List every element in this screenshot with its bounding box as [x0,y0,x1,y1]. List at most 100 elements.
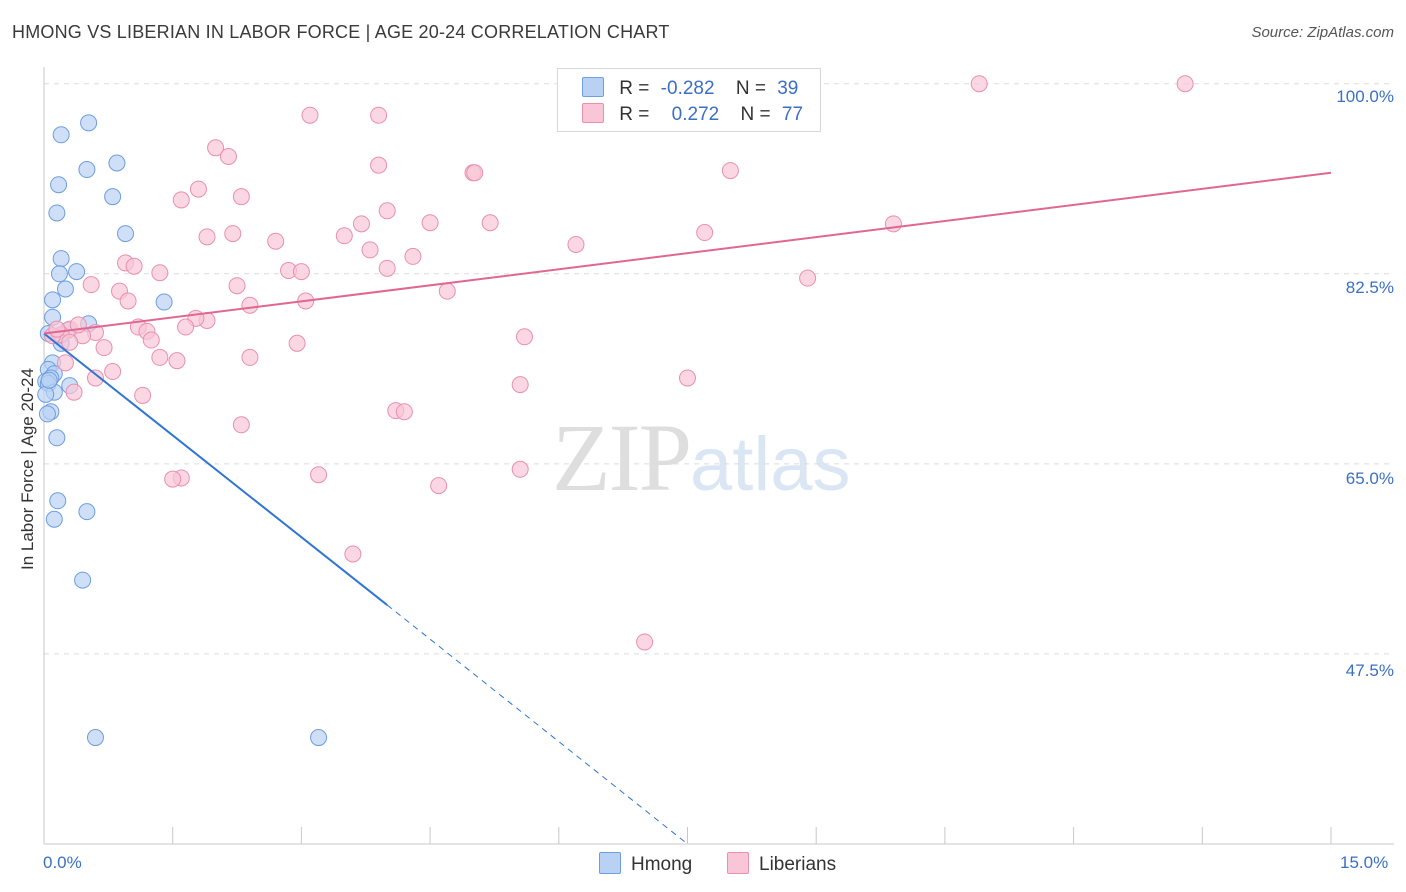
liberians-point [292,263,310,281]
liberians-point [567,235,585,253]
liberians-point [511,460,529,478]
hmong-point [40,371,58,389]
liberians-point [232,416,250,434]
liberians-point [361,241,379,259]
liberians-swatch [582,103,604,123]
liberians-point [86,369,104,387]
liberians-point [241,348,259,366]
legend-n-value: 39 [777,78,799,99]
hmong-point [56,280,74,298]
liberians-legend-label: Liberians [759,854,837,875]
y-tick-label: 82.5% [1345,278,1394,297]
hmong-legend-swatch [599,852,621,874]
liberians-point [177,318,195,336]
hmong-point [310,729,328,747]
liberians-point [430,477,448,495]
liberians-point [189,180,207,198]
liberians-point [151,348,169,366]
hmong-point [48,204,66,222]
liberians-point [970,75,988,93]
liberians-point [267,232,285,250]
zipatlas-watermark: ZIPatlas [552,402,851,513]
liberians-point [301,106,319,124]
legend-r-value: 0.272 [671,104,720,125]
liberians-point [352,215,370,233]
liberians-point [48,320,66,338]
hmong-point [52,126,70,144]
hmong-point [117,225,135,243]
legend-n-label: N = [740,104,771,125]
liberians-point [232,188,250,206]
legend-n-value: 77 [781,104,804,125]
liberians-point [224,225,242,243]
liberians-point [310,466,328,484]
liberians-point [335,227,353,245]
liberians-point [288,334,306,352]
liberians-point [119,292,137,310]
y-tick-label: 65.0% [1345,469,1394,488]
liberians-point [395,403,413,421]
liberians-point [61,333,79,351]
liberians-point [207,139,225,157]
liberians-point [378,259,396,277]
liberians-point [370,106,388,124]
liberians-point [679,369,696,387]
hmong-point [50,176,68,194]
liberians-point [228,277,246,295]
watermark-zip: ZIP [552,404,692,511]
liberians-point [799,269,817,287]
liberians-legend-swatch [727,852,749,874]
liberians-point [134,386,152,404]
liberians-point [511,376,529,394]
y-axis-label: In Labor Force | Age 20-24 [18,368,37,570]
liberians-point [438,282,456,300]
hmong-point [45,510,63,528]
hmong-point [44,291,62,309]
liberians-point [370,156,388,174]
hmong-point [38,405,56,423]
liberians-point [1176,75,1194,93]
liberians-point [168,352,186,370]
liberians-point [378,202,396,220]
liberians-point [241,296,259,314]
liberians-point [172,191,190,209]
hmong-point [86,729,104,747]
liberians-point [636,633,654,651]
liberians-point [884,215,902,233]
hmong-point [78,503,96,521]
legend-row-liberians: R = 0.272 N = 77 [582,103,803,127]
x-tick-label-max: 15.0% [1340,853,1389,872]
liberians-point [515,328,533,346]
hmong-point [50,265,68,283]
correlation-legend: R = -0.282 N = 39 R = 0.272 N = 77 [557,68,821,132]
liberians-point [151,264,169,282]
hmong-point [78,161,96,179]
liberians-point [481,214,499,232]
hmong-swatch [582,77,604,97]
bottom-legend-liberians: Liberians [727,852,836,876]
liberians-point [219,147,237,165]
hmong-point [68,263,86,281]
hmong-point [48,429,66,447]
source-label: Source: ZipAtlas.com [1251,24,1394,41]
hmong-point [80,114,98,132]
watermark-atlas: atlas [690,422,851,507]
hmong-point [49,492,67,510]
liberians-trendline [43,171,1332,335]
liberians-point [56,354,74,372]
liberians-point [82,276,100,294]
bottom-legend-hmong: Hmong [599,852,692,876]
liberians-point [344,545,362,563]
liberians-point [164,470,182,488]
liberians-point [696,224,714,242]
legend-r-label: R = [619,78,650,99]
hmong-legend-label: Hmong [631,854,693,875]
legend-r-value: -0.282 [660,78,715,99]
y-tick-label: 100.0% [1336,87,1394,106]
liberians-point [125,257,143,275]
liberians-point [421,214,439,232]
liberians-point [198,228,216,246]
hmong-point [37,385,55,403]
hmong-point [52,250,70,268]
